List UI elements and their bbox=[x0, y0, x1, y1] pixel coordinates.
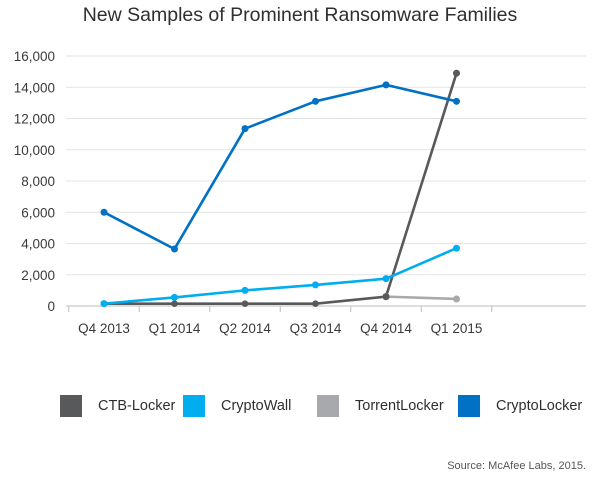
cryptowall-point bbox=[382, 275, 390, 283]
x-tick-label: Q1 2014 bbox=[149, 321, 201, 336]
ctb-locker-point bbox=[453, 69, 460, 77]
ctb-locker-point bbox=[312, 300, 319, 307]
cryptolocker-point bbox=[100, 208, 108, 216]
legend-swatch bbox=[317, 395, 339, 417]
legend-label: CryptoLocker bbox=[496, 398, 583, 414]
legend-label: TorrentLocker bbox=[355, 398, 444, 414]
chart-title: New Samples of Prominent Ransomware Fami… bbox=[82, 4, 518, 26]
legend-item-cryptowall: CryptoWall bbox=[183, 394, 291, 418]
cryptolocker-point bbox=[382, 81, 390, 89]
legend-label: CryptoWall bbox=[221, 398, 292, 414]
legend-item-cryptolocker: CryptoLocker bbox=[458, 394, 582, 418]
source-note: Source: McAfee Labs, 2015. bbox=[447, 460, 586, 472]
x-tick-label: Q1 2015 bbox=[431, 321, 483, 336]
y-tick-label: 4,000 bbox=[21, 237, 55, 252]
legend-label: CTB-Locker bbox=[98, 398, 176, 414]
ctb-locker-point bbox=[171, 300, 178, 307]
cryptowall-point bbox=[241, 286, 249, 294]
cryptowall-point bbox=[312, 281, 319, 289]
series-lines bbox=[102, 71, 458, 305]
y-tick-label: 0 bbox=[47, 299, 55, 314]
series-points bbox=[100, 69, 460, 308]
y-axis-tick-labels: 0 2,000 4,000 6,000 8,000 10,000 12,000 14,000 1… bbox=[14, 49, 55, 314]
cryptowall-point bbox=[171, 293, 178, 301]
legend-swatch bbox=[60, 395, 82, 417]
cryptolocker-point bbox=[241, 125, 249, 133]
y-tick-label: 8,000 bbox=[21, 174, 55, 189]
ctb-locker-line bbox=[314, 71, 458, 305]
cryptolocker-point bbox=[171, 245, 178, 253]
legend-swatch bbox=[183, 395, 205, 417]
x-tick-label: Q2 2014 bbox=[219, 321, 271, 336]
x-tick-label: Q3 2014 bbox=[290, 321, 342, 336]
y-tick-label: 6,000 bbox=[21, 205, 55, 220]
torrentlocker-line bbox=[384, 295, 458, 301]
legend-swatch bbox=[458, 395, 480, 417]
cryptowall-point bbox=[100, 300, 108, 308]
legend-item-torrentlocker: TorrentLocker bbox=[317, 394, 444, 418]
cryptolocker-point bbox=[453, 97, 460, 105]
y-tick-label: 14,000 bbox=[14, 80, 55, 95]
line-chart: 0 2,000 4,000 6,000 8,000 10,000 12,000 14,000 1… bbox=[14, 49, 586, 336]
y-tick-label: 16,000 bbox=[14, 49, 55, 64]
x-tick-label: Q4 2013 bbox=[78, 321, 130, 336]
cryptolocker-line bbox=[102, 83, 458, 251]
legend-item-ctb-locker: CTB-Locker bbox=[60, 394, 175, 418]
y-tick-label: 10,000 bbox=[14, 143, 55, 158]
ctb-locker-point bbox=[382, 293, 390, 301]
y-tick-label: 2,000 bbox=[21, 268, 55, 283]
cryptolocker-point bbox=[312, 97, 319, 105]
x-tick-label: Q4 2014 bbox=[360, 321, 412, 336]
legend: CTB-Locker CryptoWall TorrentLocker CryptoL… bbox=[0, 394, 600, 418]
gridlines bbox=[66, 55, 586, 312]
ctb-locker-point bbox=[241, 300, 249, 307]
x-axis-tick-labels: Q4 2013 Q1 2014 Q2 2014 Q3 2014 Q4 2014 Q1 20… bbox=[78, 321, 482, 336]
cryptowall-point bbox=[453, 244, 460, 252]
torrentlocker-point bbox=[453, 295, 460, 303]
y-tick-label: 12,000 bbox=[14, 112, 55, 127]
cryptowall-line bbox=[102, 246, 458, 305]
